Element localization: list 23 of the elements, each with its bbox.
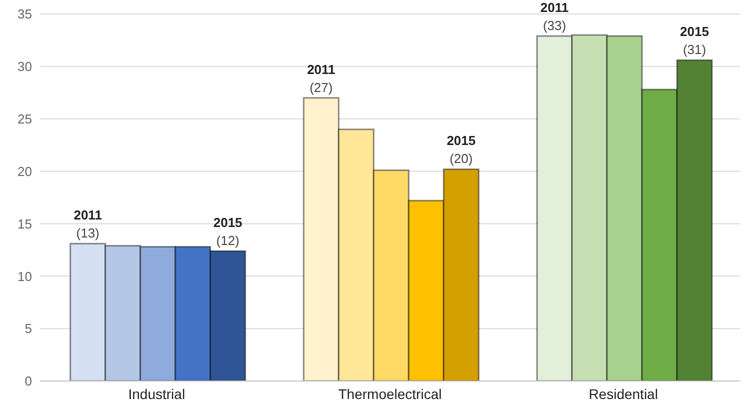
y-tick-label: 10 <box>18 268 32 284</box>
data-label: (33) <box>542 18 566 34</box>
series-label: 2011 <box>74 208 102 223</box>
x-tick-label: Industrial <box>128 386 186 402</box>
y-tick-label: 35 <box>18 6 32 22</box>
y-tick-label: 5 <box>24 321 32 336</box>
data-label: (12) <box>216 232 240 248</box>
y-tick-label: 0 <box>24 374 32 389</box>
data-label: (13) <box>76 226 100 241</box>
x-tick-label: Residential <box>588 386 658 402</box>
text: 2015 <box>446 133 476 148</box>
y-tick-label: 25 <box>18 111 32 126</box>
data-label: (31) <box>682 42 706 58</box>
series-label: 2015 <box>213 214 242 230</box>
x-tick-label: Thermoelectrical <box>338 386 442 402</box>
data-label: (27) <box>310 80 333 95</box>
text: 2015 <box>680 24 709 40</box>
y-tick-label: 15 <box>18 216 32 232</box>
text: 2011 <box>540 0 569 16</box>
y-tick-label: 20 <box>18 164 32 179</box>
y-tick-label: 30 <box>18 59 32 74</box>
data-label: (20) <box>450 151 473 166</box>
text: 2011 <box>307 62 336 77</box>
